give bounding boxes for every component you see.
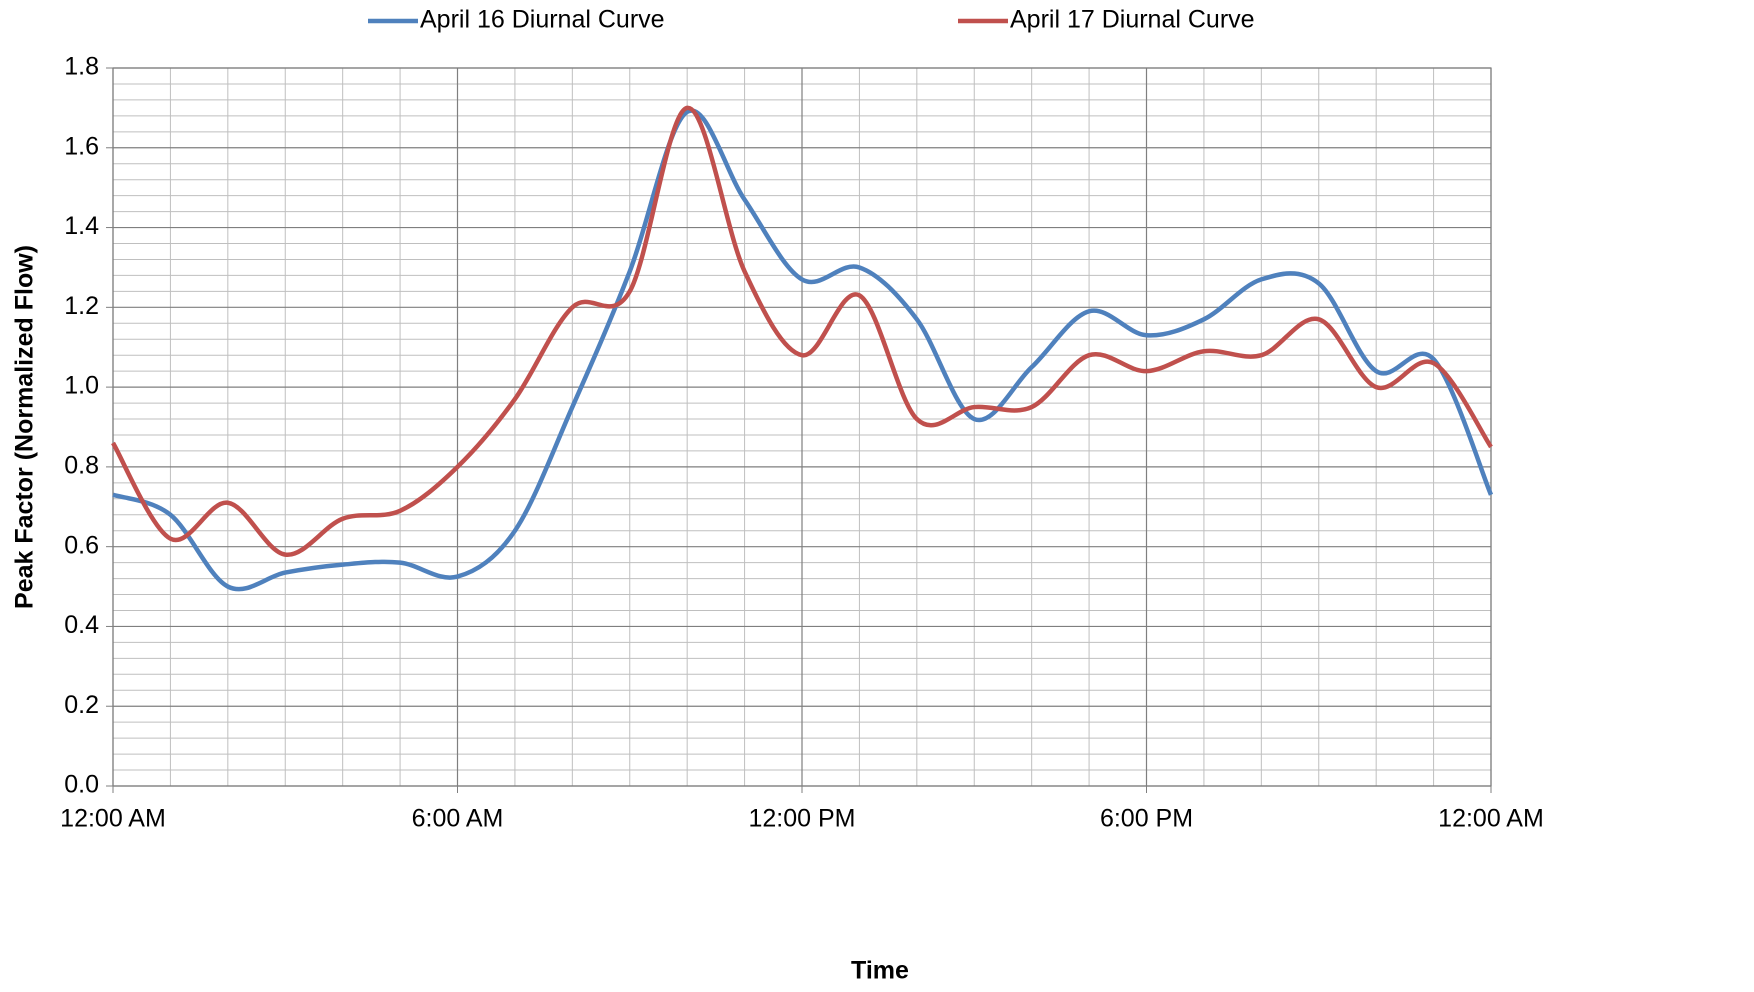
x-tick-label: 6:00 AM <box>412 805 504 833</box>
y-tick-label: 1.6 <box>64 132 99 160</box>
legend-label: April 17 Diurnal Curve <box>1010 6 1255 34</box>
y-tick-label: 1.4 <box>64 212 99 240</box>
x-tick-label: 12:00 AM <box>1438 805 1544 833</box>
series-line <box>112 108 1494 592</box>
series-line <box>111 105 1493 557</box>
legend-label: April 16 Diurnal Curve <box>420 6 665 34</box>
y-tick-label: 0.4 <box>64 611 99 639</box>
y-tick-label: 0.6 <box>64 531 99 559</box>
y-tick-label: 0.0 <box>64 771 99 799</box>
y-tick-label: 0.8 <box>64 451 99 479</box>
y-tick-label: 0.2 <box>64 691 99 719</box>
y-tick-label: 1.2 <box>64 292 99 320</box>
x-axis-title: Time <box>851 957 909 985</box>
x-tick-label: 12:00 AM <box>60 805 166 833</box>
x-tick-label: 12:00 PM <box>748 805 855 833</box>
plot-border <box>112 67 1492 787</box>
y-tick-label: 1.0 <box>64 372 99 400</box>
y-tick-label: 1.8 <box>64 53 99 81</box>
x-tick-label: 6:00 PM <box>1100 805 1193 833</box>
y-axis-title: Peak Factor (Normalized Flow) <box>11 245 39 609</box>
